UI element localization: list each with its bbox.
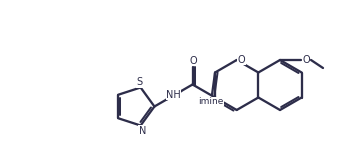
- Text: O: O: [302, 55, 310, 65]
- Text: NH: NH: [166, 90, 181, 99]
- Text: imine: imine: [198, 97, 224, 106]
- Text: S: S: [136, 78, 143, 87]
- Text: O: O: [190, 56, 197, 66]
- Text: N: N: [139, 126, 146, 135]
- Text: O: O: [238, 55, 245, 65]
